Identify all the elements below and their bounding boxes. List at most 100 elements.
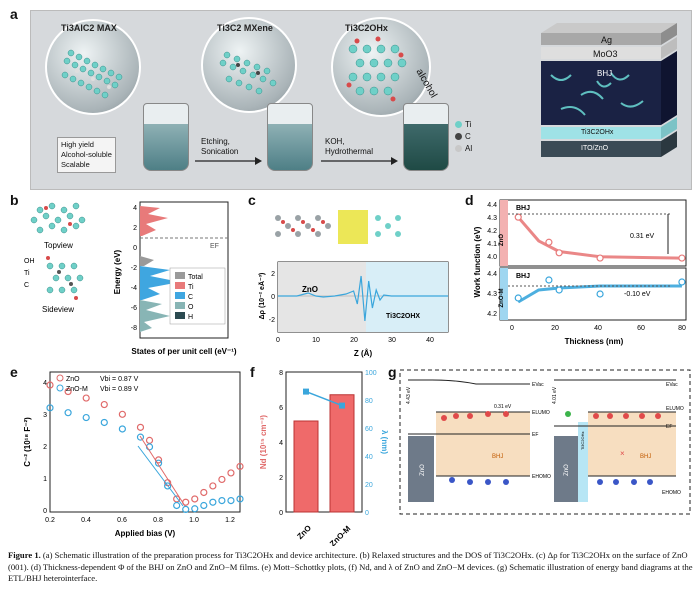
ms-fit-znom [137,445,184,507]
wf-top-yticks: 4.4 4.3 4.2 4.1 4.0 [487,202,497,261]
legend-swatch-total [175,272,185,279]
nd-cat-zno: ZnO [295,523,313,541]
panel-letter-c: c [248,192,256,208]
bottom-bhj: BHJ [516,273,530,280]
charge-xtick-2: 20 [350,337,358,344]
wf-bottom-ytick-0: 4.4 [487,271,497,278]
ms-xtick-2: 0.6 [117,517,127,524]
dos-ytick-4: -4 [131,285,137,292]
legend-swatch-c [175,292,185,299]
layer-ti3c2ohx: Ti3C2OHx [581,129,614,136]
left-elumo: ELUMO [532,410,550,416]
right-bhj-block [588,412,676,476]
ms-ytick-1: 3 [43,412,47,419]
panel-letter-g: g [388,364,397,380]
step1-label-b: Sonication [201,147,239,156]
ms-point [209,498,217,506]
ms-xtick-0: 0.2 [45,517,55,524]
dos-yticks: 4 2 0 -2 -4 -6 -8 [131,205,137,332]
dos-ytick-5: -6 [131,305,137,312]
ms-point [64,387,72,396]
legend-al-label: Al [465,144,473,153]
panel-g: 4.43 eV 0.31 eV EVac ELUMO EF EHOMO BHJ … [399,369,691,515]
charge-ytick-2: -2 [269,317,275,324]
dos-c [140,266,180,300]
left-wf: 4.43 eV [406,386,412,404]
ti-label: Ti [24,270,30,277]
legend-swatch-o [175,302,185,309]
dos-ti-upper [140,206,168,236]
legend-zno-vbi: Vbi = 0.87 V [100,376,139,383]
panel-a-schematic: Ti3AlC2 MAX Ti3C2 MXene Ti3C2OHx alcohol [30,10,692,190]
nd-ytick-4: 0 [279,510,283,517]
right-ehomo: EHOMO [662,490,681,496]
lambda-right-yticks: 100 80 60 40 20 0 [365,370,377,517]
ms-point [236,462,244,471]
ms-ytick-4: 0 [43,508,47,515]
right-evac: EVac [666,382,678,388]
legend-c: C [455,131,472,143]
legend-total: Total [188,274,203,281]
top-zno: ZnO [499,234,505,246]
left-delta: 0.31 eV [494,404,512,410]
charge-xticks: 0 10 20 30 40 [276,337,434,344]
bottom-delta: -0.10 eV [624,291,651,298]
wf-xtick-1: 20 [551,325,559,332]
feature-high-yield: High yield [61,140,94,149]
ms-point [227,497,235,505]
wf-point [678,254,686,262]
ms-point [218,497,226,505]
legend-ti: Ti [188,284,194,291]
left-bhj-block [436,412,530,476]
ms-point [200,488,208,497]
layer-ag: Ag [601,35,613,45]
ms-point [191,495,199,503]
band-left: 4.43 eV 0.31 eV EVac ELUMO EF EHOMO BHJ … [406,379,551,502]
wf-bottom-ytick-2: 4.2 [487,311,497,318]
legend-swatch-h [175,312,185,319]
mxene-title: Ti3C2 MXene [217,23,273,33]
blocked-x-icon: × [620,449,625,458]
ti-label: Ti3C2OHX [386,313,420,320]
ti3c2ohx-lattice-graphic [346,36,407,102]
step1-label-a: Etching, [201,137,230,146]
dos-total [140,256,154,266]
lambda-ytick-3: 40 [365,454,373,461]
right-bhj: BHJ [640,454,651,460]
ms-series [46,381,244,513]
left-evac: EVac [532,382,544,388]
ms-point [173,501,181,510]
zno-strip [500,200,508,266]
ms-point [118,410,126,418]
legend-ti-label: Ti [465,120,472,129]
charge-yticks: 2 0 -2 [269,271,275,324]
lambda-ytick-1: 80 [365,398,373,405]
panel-letter-e: e [10,364,18,380]
ms-point [46,381,54,389]
legend-al: Al [455,143,472,155]
charge-ylabel: Δρ (10⁻² eÅ⁻³) [258,273,266,320]
nd-ytick-0: 8 [279,370,283,377]
panel-c: ZnO Ti3C2OHX 0 10 20 30 40 2 0 -2 Δρ (10… [258,210,449,358]
nd-bar [293,420,319,513]
sideview-label: Sideview [42,305,74,314]
panel-letter-b: b [10,192,19,208]
znom-strip [500,268,508,320]
beaker-max [143,103,189,171]
wf-top-ytick-0: 4.4 [487,202,497,209]
features-box: High yield Alcohol-soluble Scalable [57,137,116,173]
nd-ytick-3: 2 [279,475,283,482]
right-elumo: ELUMO [666,406,684,412]
right-wf: 4.01 eV [552,386,558,404]
ms-yticks: 4 3 2 1 0 [43,380,47,515]
step2-label-a: KOH, [325,137,345,146]
legend-zno: ZnO [66,376,80,383]
dos-ytick-1: 2 [133,225,137,232]
layer-ito-zno: ITO/ZnO [581,145,609,152]
left-zno: ZnO [420,464,426,476]
ms-point [154,459,163,467]
panel-letter-d: d [465,192,474,208]
ms-point [118,425,126,433]
layer-moo3: MoO3 [593,49,618,59]
lambda-points [303,388,345,409]
